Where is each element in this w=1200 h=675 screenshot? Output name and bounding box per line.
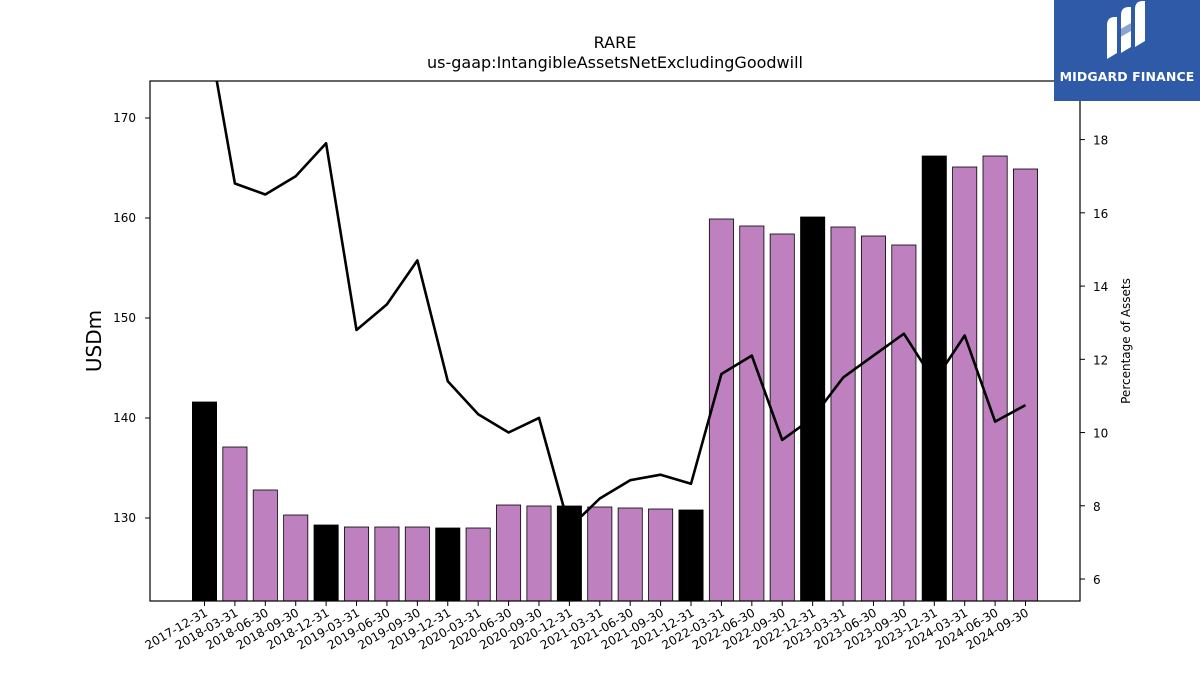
- series-line: [215, 81, 1027, 530]
- bar: [344, 526, 370, 602]
- bar: [1013, 168, 1039, 602]
- bar: [496, 504, 522, 602]
- bar: [587, 506, 613, 602]
- bar: [191, 401, 217, 602]
- midgard-finance-logo: MIDGARD FINANCE: [1054, 0, 1200, 101]
- bar: [526, 505, 552, 602]
- y-tick-label: 130: [113, 511, 136, 525]
- y2-tick-label: 12: [1093, 353, 1108, 367]
- bar: [739, 225, 765, 602]
- bar: [252, 489, 278, 602]
- bar: [374, 526, 400, 602]
- bar: [465, 527, 491, 602]
- bar: [830, 226, 856, 602]
- bar: [860, 235, 886, 602]
- bar: [982, 155, 1008, 602]
- y2-axis-label: Percentage of Assets: [1119, 278, 1133, 404]
- midgard-logo-icon: [1107, 1, 1145, 59]
- y2-tick-label: 8: [1093, 500, 1101, 514]
- bar: [648, 508, 674, 602]
- y-tick-label: 170: [113, 111, 136, 125]
- bar: [435, 527, 461, 602]
- y-tick-label: 150: [113, 311, 136, 325]
- chart-title: RARE: [594, 33, 637, 52]
- bar: [404, 526, 430, 602]
- bar: [921, 155, 947, 602]
- bar: [222, 446, 248, 602]
- plot-area: 1301401501601706810121416182017-12-31201…: [113, 80, 1108, 652]
- bar: [952, 166, 978, 602]
- y2-tick-label: 10: [1093, 427, 1108, 441]
- logo-text: MIDGARD FINANCE: [1059, 69, 1195, 84]
- plot-frame: [149, 80, 1081, 602]
- y2-tick-label: 16: [1093, 207, 1108, 221]
- bar: [313, 524, 339, 602]
- y-axis-label: USDm: [82, 310, 106, 372]
- bar: [678, 509, 704, 602]
- bar: [617, 507, 643, 602]
- y-tick-label: 160: [113, 211, 136, 225]
- chart-subtitle: us-gaap:IntangibleAssetsNetExcludingGood…: [427, 53, 803, 72]
- y-tick-label: 140: [113, 411, 136, 425]
- y2-tick-label: 14: [1093, 280, 1108, 294]
- bar: [283, 514, 309, 602]
- bar: [800, 216, 826, 602]
- y2-tick-label: 6: [1093, 573, 1101, 587]
- bar: [708, 218, 734, 602]
- bar: [891, 244, 917, 602]
- y2-tick-label: 18: [1093, 134, 1108, 148]
